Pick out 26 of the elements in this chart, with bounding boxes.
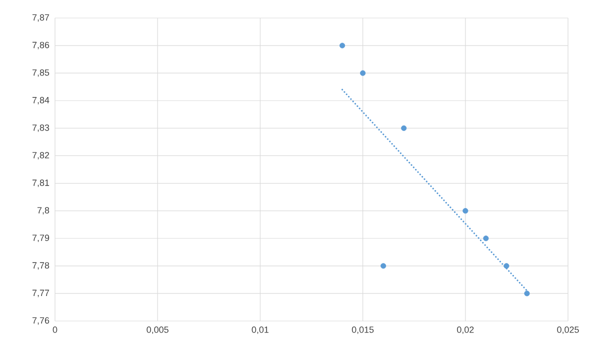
point bbox=[524, 290, 530, 296]
point bbox=[380, 263, 386, 269]
y-tick-label: 7,81 bbox=[32, 180, 50, 187]
y-tick-label: 7,87 bbox=[32, 14, 50, 22]
y-tick-label: 7,86 bbox=[32, 42, 50, 50]
x-tick-label: 0,015 bbox=[352, 326, 374, 334]
x-tick-label: 0 bbox=[52, 326, 58, 333]
point bbox=[401, 125, 407, 131]
y-tick-label: 7,82 bbox=[32, 152, 50, 160]
y-tick-label: 7,84 bbox=[32, 96, 50, 104]
point bbox=[504, 263, 510, 269]
point bbox=[483, 236, 489, 242]
y-tick-label: 7,85 bbox=[32, 69, 50, 77]
y-tick-label: 7,83 bbox=[32, 124, 50, 132]
point bbox=[360, 70, 366, 76]
x-tick-label: 0,025 bbox=[557, 326, 579, 334]
y-tick-label: 7,76 bbox=[32, 317, 50, 325]
y-tick-label: 7,77 bbox=[32, 290, 50, 298]
point bbox=[462, 208, 468, 214]
x-tick-label: 0,01 bbox=[252, 326, 268, 334]
point bbox=[339, 42, 346, 48]
x-tick-label: 0,005 bbox=[146, 326, 168, 334]
y-tick-label: 7,78 bbox=[32, 262, 50, 270]
x-tick-label: 0,02 bbox=[457, 326, 474, 334]
y-tick-label: 7,8 bbox=[37, 207, 50, 215]
y-tick-label: 7,79 bbox=[32, 234, 50, 242]
